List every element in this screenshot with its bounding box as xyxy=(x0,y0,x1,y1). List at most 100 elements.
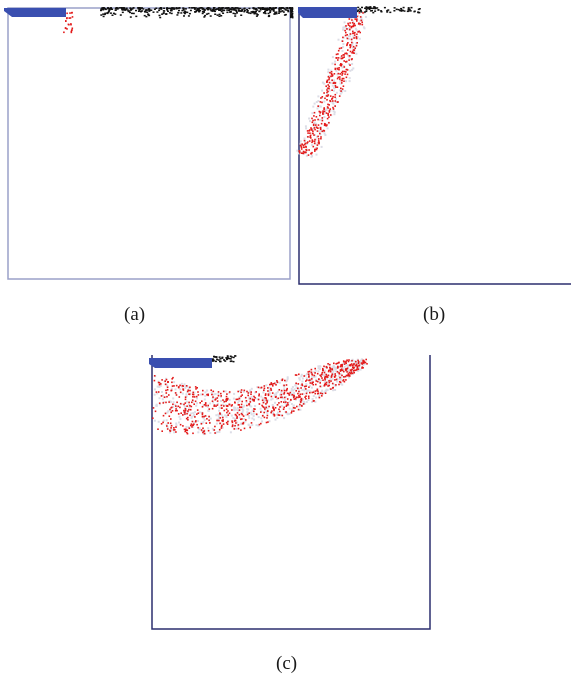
haze-particle xyxy=(158,386,161,388)
haze-particle xyxy=(318,380,321,383)
surface-particle xyxy=(166,9,169,11)
red-particle xyxy=(361,367,363,369)
red-particle xyxy=(322,379,324,381)
red-particle xyxy=(285,384,288,386)
haze-particle xyxy=(197,420,199,422)
red-particle xyxy=(169,408,171,411)
red-particle xyxy=(165,401,167,404)
haze-particle xyxy=(324,134,327,136)
haze-particle xyxy=(341,89,344,92)
red-particle xyxy=(201,415,204,418)
red-particle xyxy=(345,61,347,63)
red-particle xyxy=(315,380,318,382)
red-particle xyxy=(179,423,182,426)
surface-particle xyxy=(407,7,410,9)
red-particle xyxy=(279,406,281,408)
red-particle xyxy=(348,55,351,57)
red-particle xyxy=(234,402,236,404)
red-particle xyxy=(361,21,363,24)
haze-particle xyxy=(349,69,352,72)
red-particle xyxy=(305,398,307,400)
haze-particle xyxy=(305,154,308,157)
red-particle xyxy=(222,416,224,419)
red-particle xyxy=(202,431,204,434)
red-particle xyxy=(187,410,189,412)
surface-particle xyxy=(291,7,293,9)
red-particle xyxy=(320,137,322,140)
red-particle xyxy=(312,383,315,386)
red-particle xyxy=(339,365,342,368)
haze-particle xyxy=(351,63,354,65)
red-particle xyxy=(334,63,336,66)
surface-particle xyxy=(189,9,192,12)
surface-particle xyxy=(240,14,243,16)
surface-particle xyxy=(238,10,241,12)
haze-particle xyxy=(340,382,343,385)
red-particle xyxy=(249,397,252,400)
surface-particle xyxy=(410,6,413,9)
haze-particle xyxy=(348,37,351,40)
red-particle xyxy=(311,391,314,394)
red-particle xyxy=(338,372,340,374)
red-particle xyxy=(353,364,355,366)
red-particle xyxy=(242,422,245,425)
red-particle xyxy=(272,383,275,385)
surface-particle xyxy=(212,8,215,10)
haze-particle xyxy=(300,384,303,387)
surface-particle xyxy=(135,15,138,18)
red-particle xyxy=(327,90,329,93)
surface-particle xyxy=(363,11,366,13)
surface-particle xyxy=(217,359,220,361)
red-particle xyxy=(196,413,198,415)
haze-particle xyxy=(162,419,165,422)
red-particle xyxy=(338,373,341,375)
surface-particle xyxy=(111,8,114,10)
surface-particle xyxy=(261,7,264,9)
red-particle xyxy=(201,400,203,402)
red-particle xyxy=(290,398,292,401)
surface-particle xyxy=(222,12,225,14)
red-particle xyxy=(214,432,216,434)
haze-particle xyxy=(315,101,318,103)
red-particle xyxy=(313,140,316,143)
red-particle xyxy=(309,132,311,134)
surface-particle xyxy=(264,9,267,11)
surface-particle xyxy=(265,7,267,10)
haze-particle xyxy=(320,96,323,99)
red-particle xyxy=(329,363,331,366)
red-particles-a xyxy=(62,11,74,34)
surface-particle xyxy=(194,7,197,9)
haze-particle xyxy=(338,378,341,381)
haze-particle xyxy=(237,401,239,404)
surface-particle xyxy=(194,11,196,13)
haze-particle xyxy=(248,397,251,400)
red-particle xyxy=(323,130,326,132)
surface-particle xyxy=(228,357,231,360)
red-particle xyxy=(340,368,343,370)
red-particle xyxy=(323,108,325,110)
haze-particle xyxy=(166,384,169,387)
red-particle xyxy=(311,132,314,135)
haze-particle xyxy=(215,414,218,417)
surface-particle xyxy=(387,9,390,11)
red-particle xyxy=(220,395,222,397)
red-particle xyxy=(352,45,355,48)
red-particle xyxy=(158,402,161,404)
red-particle xyxy=(316,372,319,375)
haze-particle xyxy=(311,144,314,147)
red-particle xyxy=(307,371,310,373)
red-particle xyxy=(69,12,71,14)
red-particle xyxy=(231,425,234,428)
haze-particle xyxy=(346,364,349,367)
haze-particle xyxy=(354,362,357,365)
red-particle xyxy=(201,413,204,416)
surface-particle xyxy=(165,13,168,15)
red-particle xyxy=(310,152,312,155)
red-particle xyxy=(162,402,165,404)
red-particle xyxy=(197,391,199,393)
red-particle xyxy=(263,406,265,409)
red-particle xyxy=(231,409,233,411)
haze-particle xyxy=(319,365,322,368)
haze-particle xyxy=(194,411,196,414)
red-particle xyxy=(313,115,315,117)
